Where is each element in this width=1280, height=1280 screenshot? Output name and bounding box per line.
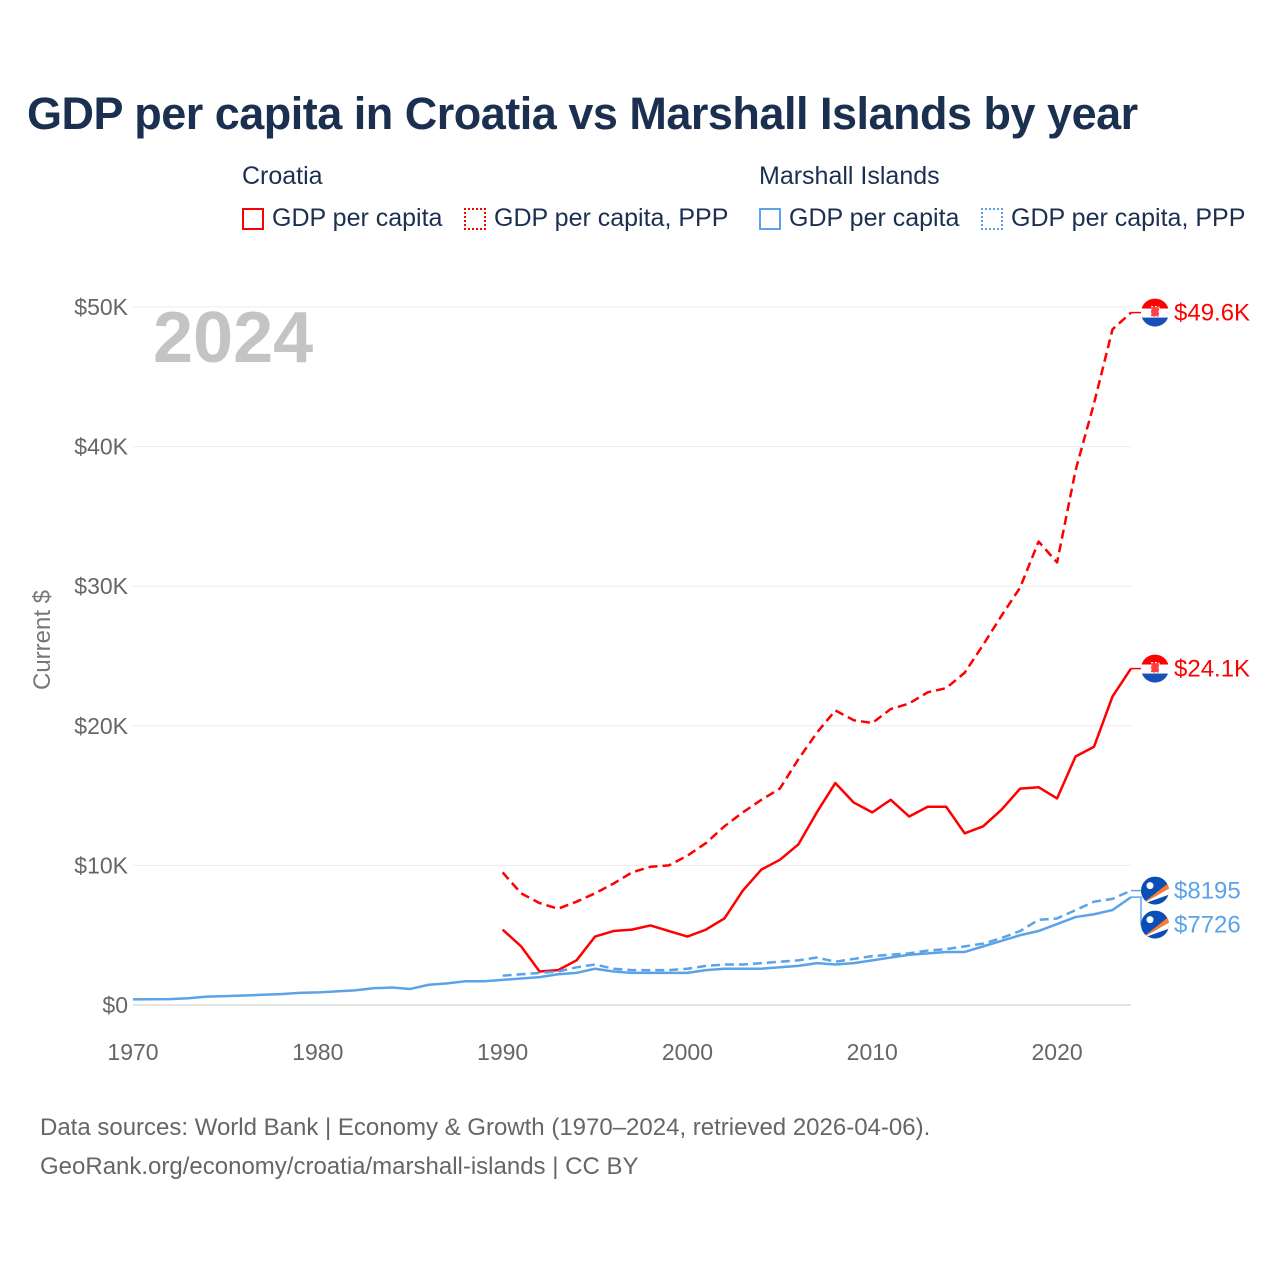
y-tick-label: $10K [74, 852, 128, 878]
flag-body [1141, 298, 1169, 327]
croatia-flag-icon [1141, 298, 1169, 327]
legend-label: GDP per capita [789, 204, 960, 232]
flag-checkerboard [1150, 662, 1160, 674]
y-tick-label: $0 [102, 992, 128, 1018]
legend-group-croatia: Croatia [242, 162, 323, 190]
flag-body [1141, 876, 1169, 905]
source-url[interactable]: GeoRank.org/economy/croatia/marshall-isl… [40, 1153, 639, 1180]
x-tick-label: 2010 [847, 1039, 898, 1065]
y-tick-label: $20K [74, 713, 128, 739]
legend-label: GDP per capita, PPP [494, 204, 729, 232]
flag-star [1146, 916, 1154, 924]
legend-swatch-solid [759, 207, 781, 230]
legend-swatch-dotted [464, 207, 486, 230]
source-note: Data sources: World Bank | Economy & Gro… [40, 1108, 930, 1186]
legend-swatch-dotted [981, 207, 1003, 230]
end-value-label: $24.1K [1174, 656, 1250, 683]
flag-checkerboard [1150, 306, 1160, 318]
x-tick-label: 2000 [662, 1039, 713, 1065]
legend-item-marshall-ppp[interactable]: GDP per capita, PPP [981, 204, 1245, 233]
source-line-1: Data sources: World Bank | Economy & Gro… [40, 1114, 931, 1141]
flag-stripe-blue [1141, 673, 1169, 683]
flag-stripe-red [1141, 298, 1169, 309]
series-line-0 [501, 667, 1133, 973]
flag-stripe-red [1141, 654, 1169, 665]
year-watermark: 2024 [153, 298, 313, 378]
croatia-flag-icon [1141, 654, 1169, 683]
legend-item-marshall-gdp[interactable]: GDP per capita [759, 204, 959, 233]
legend-label: GDP per capita, PPP [1011, 204, 1246, 232]
flag-stripe-blue [1141, 317, 1169, 327]
flag-body [1141, 910, 1169, 939]
legend-label: GDP per capita [272, 204, 443, 232]
flag-stripe-white [1141, 888, 1169, 905]
end-label-connector [1131, 896, 1143, 926]
x-tick-label: 1990 [477, 1039, 528, 1065]
y-axis-label: Current $ [29, 590, 56, 690]
legend-item-croatia-ppp[interactable]: GDP per capita, PPP [464, 204, 728, 233]
y-tick-label: $30K [74, 573, 128, 599]
flag-stripe-orange [1141, 916, 1169, 939]
end-value-label: $8195 [1174, 878, 1241, 905]
end-value-label: $7726 [1174, 912, 1241, 939]
flag-stripe-orange [1141, 882, 1169, 905]
marshall-islands-flag-icon [1141, 876, 1169, 905]
x-tick-label: 1980 [292, 1039, 343, 1065]
y-tick-label: $50K [74, 294, 128, 320]
series-line-3 [502, 889, 1132, 977]
flag-star [1146, 882, 1154, 890]
x-tick-label: 2020 [1031, 1039, 1082, 1065]
legend-item-croatia-gdp[interactable]: GDP per capita [242, 204, 442, 233]
legend-group-marshall-islands: Marshall Islands [759, 162, 940, 190]
series-line-1 [501, 311, 1132, 910]
end-value-label: $49.6K [1174, 300, 1250, 327]
legend-swatch-solid [242, 207, 264, 230]
marshall-islands-flag-icon [1141, 910, 1169, 939]
flag-body [1141, 654, 1169, 683]
chart-title: GDP per capita in Croatia vs Marshall Is… [27, 88, 1138, 139]
x-tick-label: 1970 [107, 1039, 158, 1065]
y-tick-label: $40K [74, 434, 128, 460]
flag-stripe-white [1141, 922, 1169, 939]
series-line-2 [132, 896, 1132, 1001]
